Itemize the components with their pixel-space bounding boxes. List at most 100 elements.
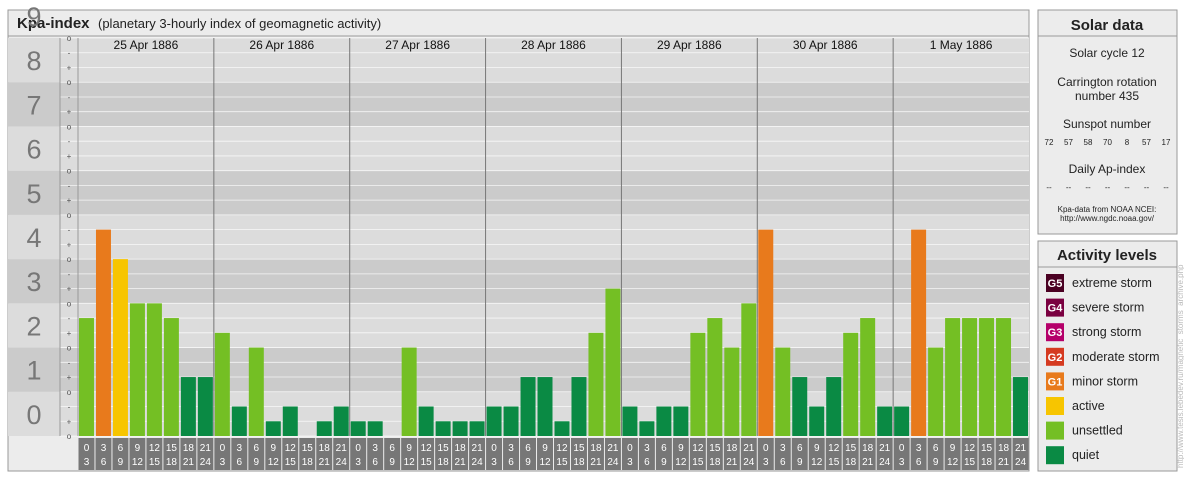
x-tick-cell [367, 438, 384, 470]
kpa-bar [894, 406, 910, 436]
sunspot-value: 57 [1142, 138, 1151, 147]
y-tick-label: 7 [26, 90, 41, 120]
minor-tick-label: + [67, 285, 72, 294]
x-tick-cell [808, 438, 825, 470]
kpa-bar [860, 318, 876, 436]
x-tick-start: 6 [525, 443, 531, 454]
legend-swatch [1046, 421, 1064, 440]
x-tick-start: 15 [302, 443, 314, 454]
kpa-bar [163, 318, 179, 436]
kpa-bar [486, 406, 502, 436]
kpa-bar [843, 332, 859, 436]
x-tick-cell [146, 438, 163, 470]
x-tick-start: 12 [149, 443, 161, 454]
minor-tick-label: o [67, 388, 72, 397]
minor-tick-label: + [67, 417, 72, 426]
x-tick-end: 3 [899, 457, 905, 468]
legend-swatch [1046, 274, 1064, 292]
x-tick-end: 24 [336, 457, 348, 468]
solar-panel [1037, 9, 1178, 235]
ap-value: -- [1163, 183, 1169, 192]
x-tick-end: 18 [845, 457, 857, 468]
legend-swatch [1046, 323, 1064, 342]
kpa-bar [962, 318, 978, 436]
x-tick-cell [299, 438, 316, 470]
legend-label: extreme storm [1072, 276, 1152, 290]
x-tick-end: 3 [220, 457, 226, 468]
x-tick-start: 9 [135, 443, 141, 454]
minor-ticks: o + - o + - o + - o + - o + - o + - o + - o + - o + - o [67, 34, 72, 441]
x-tick-cell [689, 438, 706, 470]
kpa-bar [537, 377, 553, 436]
carrington-line2: number 435 [1075, 89, 1139, 103]
x-tick-cell [435, 438, 452, 470]
y-tick-label: 3 [26, 267, 41, 297]
x-tick-end: 24 [879, 457, 891, 468]
kpa-bar [350, 421, 366, 436]
x-tick-start: 6 [797, 443, 803, 454]
ap-value: -- [1066, 183, 1072, 192]
x-tick-start: 18 [998, 443, 1010, 454]
kpa-bar [996, 318, 1012, 436]
x-tick-cell [503, 438, 520, 470]
kpa-bar [1013, 377, 1028, 436]
x-tick-end: 3 [491, 457, 497, 468]
minor-tick-label: - [68, 314, 71, 323]
x-tick-cell [723, 438, 740, 470]
kpa-bar [248, 347, 264, 436]
level-band [8, 259, 1029, 304]
x-tick-cell [757, 438, 774, 470]
activity-title: Activity levels [1057, 247, 1157, 264]
minor-tick-label: + [67, 63, 72, 72]
legend-badge: G2 [1048, 352, 1063, 364]
x-tick-start: 18 [183, 443, 195, 454]
kpa-bar [792, 377, 808, 436]
x-tick-start: 12 [828, 443, 840, 454]
minor-tick-label: - [68, 181, 71, 190]
day-label: 30 Apr 1886 [793, 38, 858, 52]
x-tick-cell [214, 438, 231, 470]
minor-tick-label: - [68, 226, 71, 235]
x-tick-cell [537, 438, 553, 470]
kpa-bar [775, 347, 791, 436]
day-separators [213, 38, 894, 436]
kpa-bar [911, 229, 927, 436]
legend-label: unsettled [1072, 424, 1123, 438]
sunspot-value: 8 [1125, 138, 1130, 147]
x-tick-end: 15 [828, 457, 840, 468]
x-tick-cell [452, 438, 469, 470]
x-tick-end: 9 [661, 457, 667, 468]
x-tick-start: 3 [508, 443, 514, 454]
x-tick-start: 21 [607, 443, 619, 454]
ap-value: -- [1105, 183, 1111, 192]
ap-label: Daily Ap-index [1069, 162, 1146, 176]
day-label: 26 Apr 1886 [249, 38, 314, 52]
x-tick-start: 12 [964, 443, 976, 454]
kpa-bar [928, 347, 944, 436]
x-tick-start: 9 [950, 443, 956, 454]
x-tick-end: 6 [237, 457, 243, 468]
x-tick-end: 12 [268, 457, 280, 468]
x-tick-cell [825, 438, 842, 470]
sunspot-value: 70 [1103, 138, 1112, 147]
x-tick-end: 9 [525, 457, 531, 468]
x-tick-start: 9 [678, 443, 684, 454]
kpa-bar [469, 421, 485, 436]
legend-swatch [1046, 372, 1064, 391]
kpa-bar [214, 332, 230, 436]
level-band [8, 82, 1029, 127]
minor-tick-label: + [67, 329, 72, 338]
day-label: 28 Apr 1886 [521, 38, 586, 52]
x-tick-cell [791, 438, 808, 470]
kpa-bar [639, 421, 655, 436]
kpa-bar [724, 347, 740, 436]
x-tick-cell [384, 438, 401, 470]
x-tick-cell [842, 438, 859, 470]
minor-tick-label: + [67, 240, 72, 249]
minor-tick-label: - [68, 93, 71, 102]
x-tick-start: 0 [491, 443, 497, 454]
x-tick-cell [180, 438, 197, 470]
x-tick-start: 0 [355, 443, 361, 454]
level-band [8, 126, 1029, 171]
